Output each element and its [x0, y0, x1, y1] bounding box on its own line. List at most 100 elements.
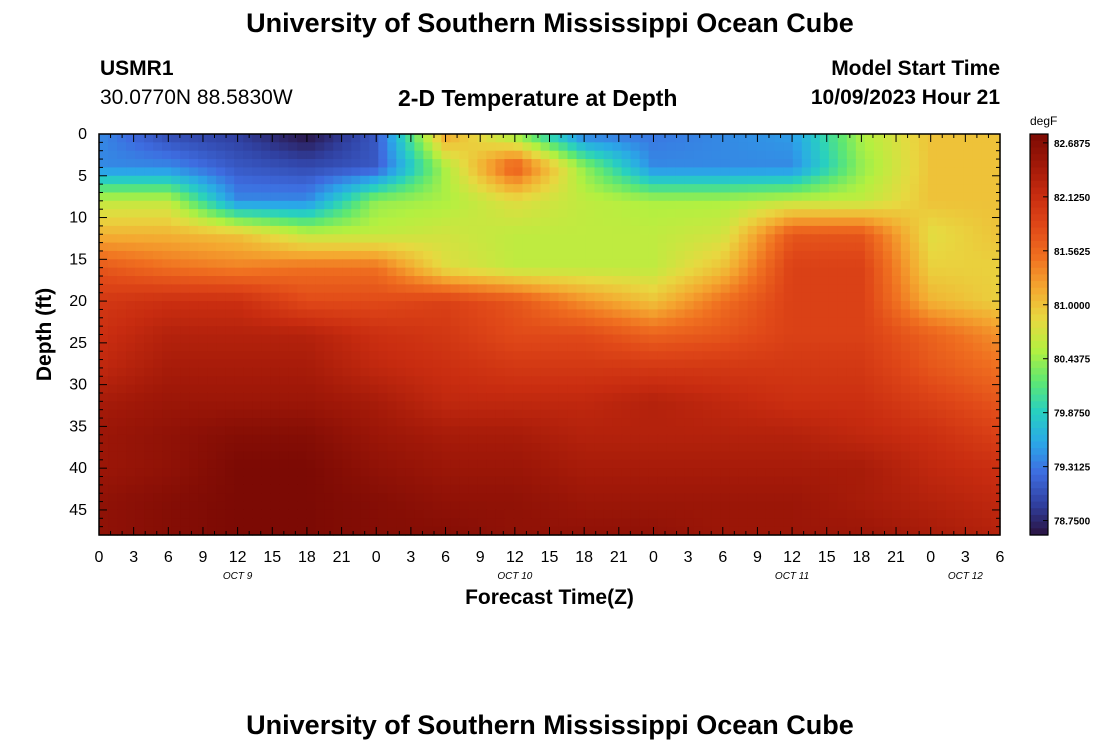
- heatmap-cell: [342, 317, 352, 327]
- heatmap-cell: [333, 409, 343, 419]
- heatmap-cell: [297, 242, 307, 252]
- heatmap-cell: [801, 526, 812, 536]
- heatmap-cell: [306, 259, 316, 269]
- heatmap-cell: [621, 250, 632, 260]
- heatmap-cell: [441, 167, 451, 177]
- heatmap-cell: [414, 284, 424, 294]
- heatmap-cell: [990, 359, 1001, 369]
- heatmap-cell: [549, 159, 560, 169]
- heatmap-cell: [144, 259, 154, 269]
- heatmap-cell: [918, 200, 929, 210]
- heatmap-cell: [189, 509, 199, 519]
- heatmap-cell: [630, 301, 641, 311]
- heatmap-cell: [918, 259, 929, 269]
- heatmap-cell: [234, 401, 244, 411]
- heatmap-cell: [144, 376, 154, 386]
- heatmap-cell: [594, 317, 605, 327]
- heatmap-cell: [774, 468, 785, 478]
- heatmap-cell: [693, 409, 704, 419]
- heatmap-cell: [423, 159, 433, 169]
- heatmap-cell: [423, 451, 433, 461]
- heatmap-cell: [162, 476, 172, 486]
- heatmap-cell: [720, 292, 731, 302]
- heatmap-cell: [720, 159, 731, 169]
- heatmap-cell: [630, 242, 641, 252]
- heatmap-cell: [297, 276, 307, 285]
- heatmap-cell: [126, 434, 136, 444]
- heatmap-cell: [441, 518, 451, 528]
- heatmap-cell: [963, 134, 974, 143]
- heatmap-cell: [603, 509, 614, 519]
- heatmap-cell: [450, 225, 460, 235]
- heatmap-cell: [297, 367, 307, 377]
- heatmap-cell: [612, 367, 623, 377]
- heatmap-cell: [585, 418, 596, 427]
- heatmap-cell: [171, 418, 181, 427]
- heatmap-cell: [981, 301, 992, 311]
- heatmap-cell: [801, 276, 812, 285]
- heatmap-cell: [711, 359, 722, 369]
- heatmap-cell: [441, 476, 451, 486]
- heatmap-cell: [504, 468, 515, 478]
- heatmap-cell: [531, 217, 542, 227]
- heatmap-cell: [900, 250, 911, 260]
- heatmap-cell: [405, 175, 415, 185]
- heatmap-cell: [513, 459, 524, 469]
- heatmap-cell: [810, 351, 821, 361]
- heatmap-cell: [909, 259, 920, 269]
- heatmap-cell: [972, 150, 983, 160]
- heatmap-cell: [558, 351, 569, 361]
- heatmap-cell: [774, 493, 785, 503]
- heatmap-cell: [243, 342, 253, 352]
- heatmap-cell: [765, 309, 776, 319]
- heatmap-cell: [603, 142, 614, 152]
- heatmap-cell: [234, 167, 244, 177]
- heatmap-cell: [846, 276, 857, 285]
- heatmap-cell: [495, 142, 506, 152]
- heatmap-cell: [945, 409, 956, 419]
- heatmap-cell: [801, 401, 812, 411]
- heatmap-cell: [522, 217, 533, 227]
- heatmap-cell: [234, 418, 244, 427]
- heatmap-cell: [558, 326, 569, 336]
- heatmap-cell: [207, 175, 217, 185]
- heatmap-cell: [297, 518, 307, 528]
- heatmap-cell: [216, 518, 226, 528]
- heatmap-cell: [594, 392, 605, 402]
- heatmap-cell: [207, 351, 217, 361]
- heatmap-cell: [450, 192, 460, 202]
- heatmap-cell: [459, 468, 470, 478]
- heatmap-cell: [234, 217, 244, 227]
- heatmap-cell: [972, 351, 983, 361]
- heatmap-cell: [261, 217, 271, 227]
- heatmap-cell: [585, 217, 596, 227]
- heatmap-cell: [387, 292, 397, 302]
- heatmap-cell: [882, 459, 893, 469]
- heatmap-cell: [882, 217, 893, 227]
- heatmap-cell: [837, 292, 848, 302]
- x-axis: 0 3 6 9 12 15 18 21 0 3 6 9 12 15 18 21 0 3 6 9 12 15 18 21 0 3 6O…: [95, 134, 1005, 582]
- heatmap-cell: [324, 342, 334, 352]
- heatmap-cell: [306, 250, 316, 260]
- station-coordinates: 30.0770N 88.5830W: [100, 86, 293, 109]
- heatmap-cell: [432, 292, 442, 302]
- heatmap-cell: [837, 459, 848, 469]
- heatmap-cell: [909, 334, 920, 344]
- heatmap-cell: [315, 184, 325, 194]
- heatmap-cell: [639, 225, 650, 235]
- heatmap-cell: [198, 242, 208, 252]
- heatmap-cell: [594, 217, 605, 227]
- heatmap-cell: [342, 326, 352, 336]
- heatmap-cell: [891, 401, 902, 411]
- heatmap-cell: [549, 250, 560, 260]
- heatmap-cell: [765, 276, 776, 285]
- heatmap-cell: [747, 184, 758, 194]
- heatmap-cell: [594, 409, 605, 419]
- heatmap-cell: [153, 276, 163, 285]
- heatmap-cell: [711, 309, 722, 319]
- heatmap-cell: [477, 484, 488, 494]
- heatmap-cell: [126, 351, 136, 361]
- heatmap-cell: [891, 468, 902, 478]
- heatmap-cell: [414, 259, 424, 269]
- heatmap-cell: [432, 518, 442, 528]
